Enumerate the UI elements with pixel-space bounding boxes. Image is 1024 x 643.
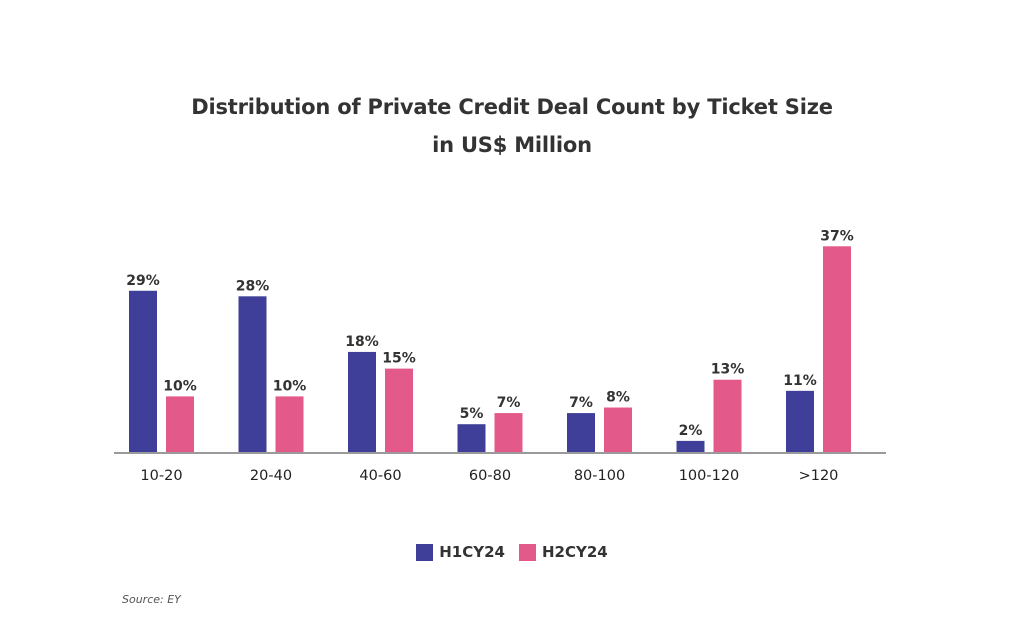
value-label-h2cy24-40-60: 15% bbox=[382, 351, 416, 367]
bar-h2cy24-100-120 bbox=[713, 379, 742, 452]
chart-title: Distribution of Private Credit Deal Coun… bbox=[0, 88, 1024, 164]
value-label-h2cy24-10-20: 10% bbox=[163, 378, 197, 394]
value-labels-group: 29% 10% 28% 10% 18%15% 5% 7% 7% 8% 2% 13% 11% 37% bbox=[126, 228, 854, 439]
bar-h1cy24-10-20 bbox=[129, 290, 157, 452]
legend-label-h2cy24: H2CY24 bbox=[542, 543, 608, 561]
bar-h2cy24-80-100 bbox=[604, 407, 632, 452]
bar-h1cy24-20-40 bbox=[238, 296, 267, 452]
x-tick-label-120: >120 bbox=[799, 468, 839, 484]
bar-h2cy24-120 bbox=[823, 246, 851, 452]
bar-h1cy24-100-120 bbox=[676, 440, 705, 452]
bar-h1cy24-120 bbox=[786, 390, 814, 452]
value-label-h1cy24-120: 11% bbox=[783, 373, 817, 389]
chart-title-line-1: Distribution of Private Credit Deal Coun… bbox=[191, 95, 833, 119]
x-tick-label-100-120: 100-120 bbox=[679, 468, 740, 484]
bar-h2cy24-40-60 bbox=[385, 368, 413, 452]
bar-h2cy24-10-20 bbox=[166, 396, 194, 452]
value-label-h1cy24-80-100: 7% bbox=[569, 395, 593, 411]
legend-item-h1cy24: H1CY24 bbox=[416, 543, 505, 561]
value-label-h1cy24-10-20: 29% bbox=[126, 273, 160, 289]
x-tick-labels-group: 10-20 20-40 40-60 60-80 80-100 100-120 >120 bbox=[140, 468, 838, 484]
bar-h1cy24-80-100 bbox=[567, 413, 595, 452]
x-tick-label-20-40: 20-40 bbox=[250, 468, 292, 484]
bar-h2cy24-20-40 bbox=[275, 396, 304, 452]
value-label-h2cy24-120: 37% bbox=[820, 228, 854, 244]
chart-title-line-2: in US$ Million bbox=[432, 133, 592, 157]
legend-swatch-h2cy24 bbox=[519, 543, 536, 561]
bar-h1cy24-60-80 bbox=[457, 424, 486, 452]
value-label-h1cy24-100-120: 2% bbox=[679, 423, 703, 439]
legend-label-h1cy24: H1CY24 bbox=[439, 543, 505, 561]
value-label-h1cy24-40-60: 18% bbox=[345, 334, 379, 350]
bar-h2cy24-60-80 bbox=[494, 413, 523, 452]
x-tick-label-80-100: 80-100 bbox=[574, 468, 625, 484]
value-label-h2cy24-80-100: 8% bbox=[606, 390, 630, 406]
x-tick-label-10-20: 10-20 bbox=[140, 468, 182, 484]
value-label-h2cy24-60-80: 7% bbox=[497, 395, 521, 411]
value-label-h1cy24-60-80: 5% bbox=[460, 406, 484, 422]
legend: H1CY24 H2CY24 bbox=[0, 543, 1024, 561]
source-note: Source: EY bbox=[122, 593, 181, 606]
bars-group bbox=[129, 246, 851, 452]
legend-item-h2cy24: H2CY24 bbox=[519, 543, 608, 561]
bar-h1cy24-40-60 bbox=[348, 351, 376, 452]
value-label-h1cy24-20-40: 28% bbox=[236, 278, 270, 294]
x-tick-label-40-60: 40-60 bbox=[359, 468, 401, 484]
legend-swatch-h1cy24 bbox=[416, 543, 434, 561]
value-label-h2cy24-20-40: 10% bbox=[273, 378, 307, 394]
value-label-h2cy24-100-120: 13% bbox=[711, 362, 745, 378]
x-tick-label-60-80: 60-80 bbox=[469, 468, 511, 484]
